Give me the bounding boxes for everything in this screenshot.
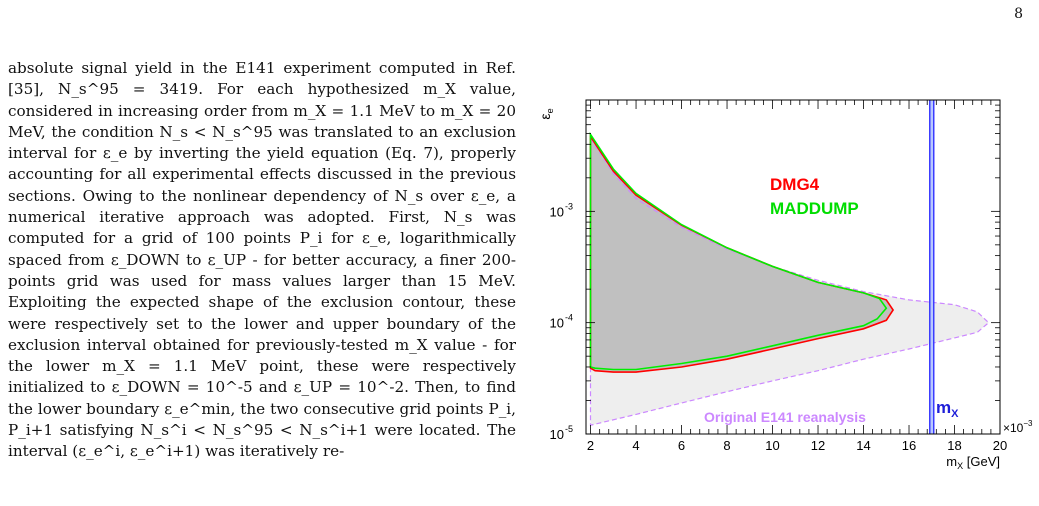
y-axis-label: εe xyxy=(537,108,555,119)
x-axis-label: mX [GeV] xyxy=(946,454,1000,471)
plot-frame xyxy=(585,99,1001,435)
maddump-contour-line xyxy=(589,131,888,371)
x-axis-label-unit: [GeV] xyxy=(963,454,1000,469)
legend-dmg4: DMG4 xyxy=(770,175,820,194)
y-tick-label: 10 xyxy=(550,427,564,442)
x-tick-label: 16 xyxy=(902,438,916,453)
x-tick-label: 20 xyxy=(993,438,1007,453)
body-text-column: absolute signal yield in the E141 experi… xyxy=(8,58,516,506)
mx-line-label: mX xyxy=(936,398,959,420)
legend-e141: Original E141 reanalysis xyxy=(704,409,866,425)
exclusion-plot-figure: 2 4 6 8 10 12 14 16 18 20 10 -5 10 -4 10 -3 mX [GeV] εe ×1… xyxy=(528,70,1038,490)
x-tick-label: 14 xyxy=(856,438,870,453)
x-tick-label: 12 xyxy=(811,438,825,453)
x-multiplier-exponent: −3 xyxy=(1023,419,1033,428)
x-tick-label: 6 xyxy=(678,438,685,453)
mx-band xyxy=(929,100,935,434)
y-axis-label-subscript: e xyxy=(545,108,555,113)
page-number: 8 xyxy=(1014,6,1023,22)
y-tick-label-exponent: -5 xyxy=(565,424,573,434)
mx-line-label-subscript: X xyxy=(951,408,959,420)
x-tick-label: 2 xyxy=(587,438,594,453)
x-axis-label-subscript: X xyxy=(957,461,963,471)
y-tick-label: 10 xyxy=(550,204,564,219)
y-tick-label-exponent: -4 xyxy=(565,313,573,323)
y-tick-label-exponent: -3 xyxy=(565,201,573,211)
x-tick-label: 4 xyxy=(632,438,639,453)
legend-maddump: MADDUMP xyxy=(770,199,859,218)
x-tick-label: 10 xyxy=(765,438,779,453)
body-paragraph: absolute signal yield in the E141 experi… xyxy=(8,59,516,461)
x-multiplier-label: ×10−3 xyxy=(1003,419,1033,435)
y-tick-label: 10 xyxy=(550,316,564,331)
e141-contour-line xyxy=(589,136,990,426)
x-tick-label: 8 xyxy=(723,438,730,453)
x-tick-label: 18 xyxy=(947,438,961,453)
